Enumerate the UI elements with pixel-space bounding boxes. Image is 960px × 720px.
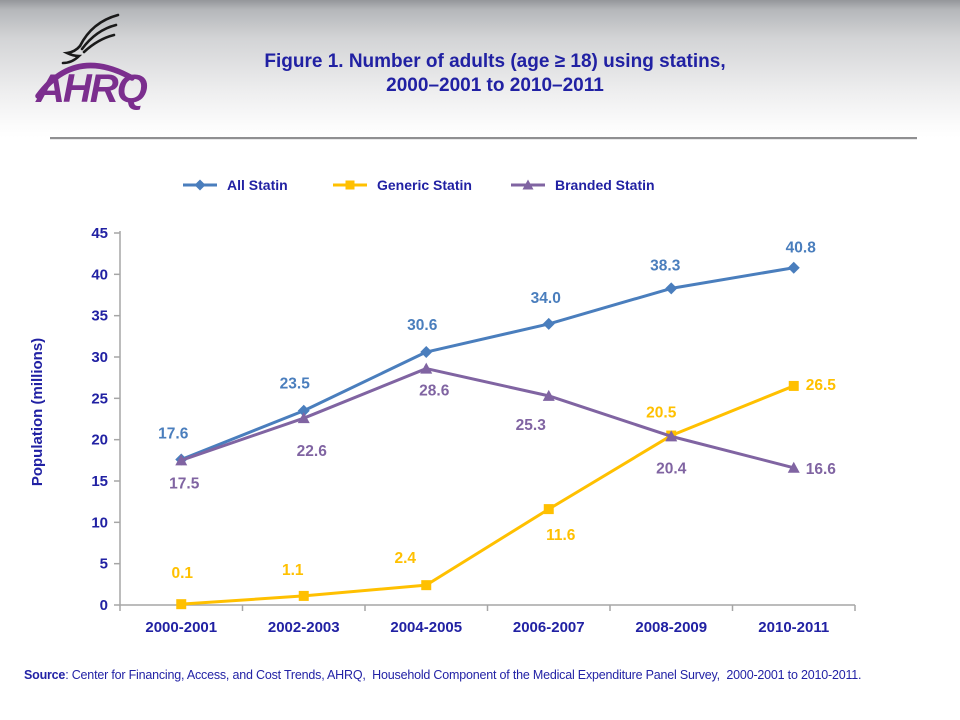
square-marker (421, 580, 432, 591)
data-label: 26.5 (806, 377, 837, 394)
data-label: 16.6 (806, 461, 837, 478)
diamond-marker (542, 317, 555, 330)
data-label: 30.6 (407, 317, 438, 334)
square-marker (298, 590, 309, 601)
hhs-eagle-icon (61, 13, 120, 65)
triangle-marker (787, 461, 800, 473)
source-note: Source: Center for Financing, Access, an… (24, 668, 936, 682)
chart-title-line1: Figure 1. Number of adults (age ≥ 18) us… (264, 51, 726, 72)
ahrq-arc (35, 62, 135, 99)
y-tick-label: 30 (91, 349, 108, 366)
y-tick-label: 25 (91, 390, 108, 407)
y-tick-label: 0 (100, 597, 108, 614)
y-axis-title: Population (millions) (29, 338, 46, 486)
x-category-label: 2000-2001 (145, 619, 217, 636)
data-label: 25.3 (516, 417, 547, 434)
data-label: 11.6 (546, 527, 576, 544)
triangle-marker (542, 389, 555, 401)
legend-triangle-icon (511, 179, 545, 190)
y-tick-label: 40 (91, 266, 108, 283)
chart-title: Figure 1. Number of adults (age ≥ 18) us… (120, 50, 870, 98)
x-category-label: 2006-2007 (513, 619, 585, 636)
ahrq-logo-text: AHRQ (35, 67, 148, 111)
data-label: 0.1 (171, 565, 193, 582)
data-label: 34.0 (531, 290, 561, 307)
y-tick-label: 15 (91, 473, 108, 490)
square-marker (176, 599, 187, 610)
header-separator (50, 137, 917, 140)
legend-square-icon (333, 180, 367, 190)
series-line-all-statin (180, 266, 794, 461)
data-label: 40.8 (786, 240, 817, 257)
x-category-label: 2004-2005 (390, 619, 462, 636)
x-category-label: 2002-2003 (268, 619, 340, 636)
diamond-marker (665, 282, 678, 295)
square-marker (543, 504, 554, 515)
data-label: 23.5 (280, 376, 311, 393)
y-tick-label: 35 (91, 308, 108, 325)
triangle-marker (420, 362, 433, 374)
data-label: 17.5 (169, 475, 200, 492)
data-label: 38.3 (650, 257, 681, 274)
legend-item-branded-statin: Branded Statin (510, 177, 655, 193)
diamond-marker (420, 346, 433, 359)
data-label: 22.6 (297, 443, 328, 460)
y-tick-label: 45 (91, 225, 108, 242)
y-tick-label: 10 (91, 514, 108, 531)
source-label: Source (24, 668, 66, 682)
square-marker (788, 380, 799, 391)
data-label: 1.1 (282, 562, 304, 579)
chart-title-line2: 2000–2001 to 2010–2011 (386, 75, 604, 96)
ahrq-logo: AHRQ (35, 13, 150, 111)
legend-item-all-statin: All Statin (182, 177, 288, 193)
header-band: AHRQ Figure 1. Number of adults (age ≥ 1… (0, 0, 960, 138)
legend-item-generic-statin: Generic Statin (332, 177, 472, 193)
y-tick-label: 20 (91, 432, 108, 449)
data-label: 20.5 (646, 405, 677, 422)
series-line-branded-statin (180, 367, 795, 470)
triangle-marker (175, 454, 188, 466)
x-category-label: 2008-2009 (635, 619, 707, 636)
legend-label: Branded Statin (555, 177, 655, 193)
diamond-marker (297, 404, 310, 417)
data-label: 17.6 (158, 426, 189, 443)
legend-label: All Statin (227, 177, 288, 193)
legend-label: Generic Statin (377, 177, 472, 193)
triangle-marker (297, 412, 310, 424)
legend-diamond-icon (183, 179, 217, 191)
data-label: 2.4 (394, 550, 416, 567)
x-category-label: 2010-2011 (758, 619, 829, 636)
data-label: 20.4 (656, 460, 687, 477)
series-line-generic-statin (181, 384, 795, 606)
axis-lines (119, 231, 855, 606)
y-tick-label: 5 (100, 556, 108, 573)
triangle-marker (665, 430, 678, 442)
diamond-marker (787, 261, 800, 274)
source-text: : Center for Financing, Access, and Cost… (65, 668, 862, 682)
data-label: 28.6 (419, 383, 450, 400)
